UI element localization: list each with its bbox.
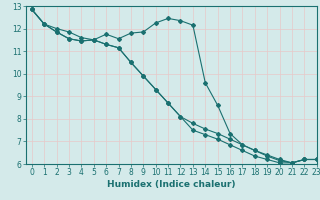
- X-axis label: Humidex (Indice chaleur): Humidex (Indice chaleur): [107, 180, 236, 189]
